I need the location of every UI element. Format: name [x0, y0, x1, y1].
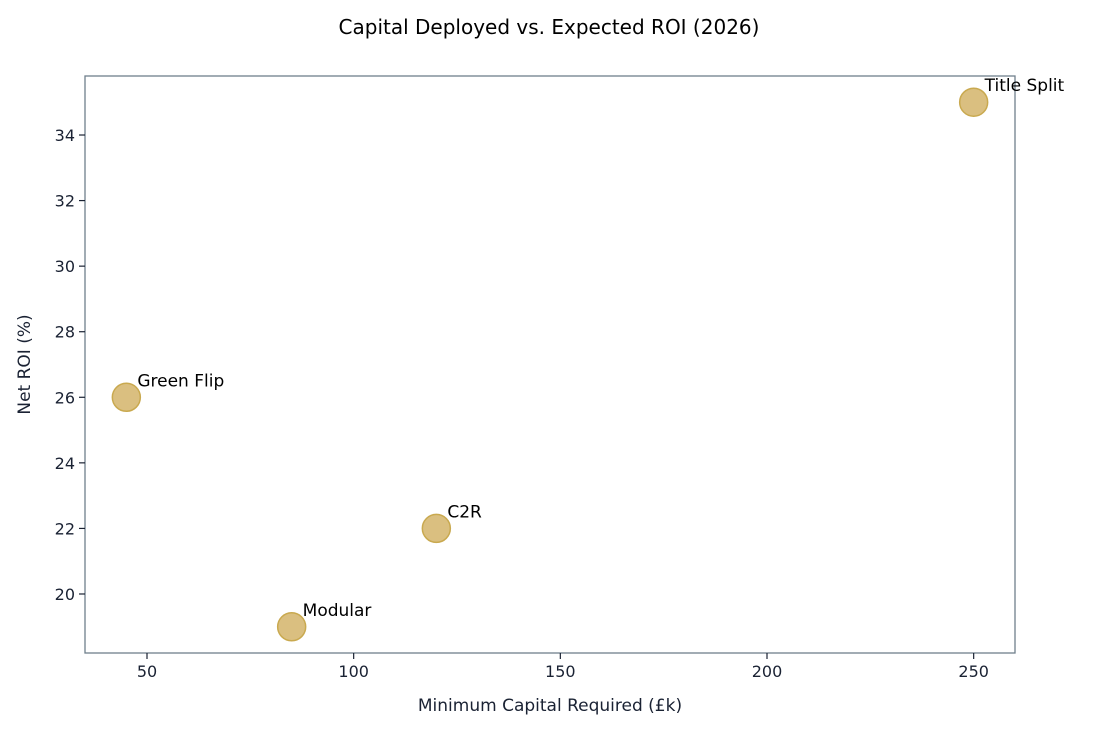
x-tick-label: 150: [545, 662, 576, 681]
x-tick-label: 100: [338, 662, 369, 681]
x-axis: 50 100 150 200 250: [137, 653, 989, 681]
y-axis: 20 22 24 26 28 30 32 34: [55, 126, 85, 604]
y-tick-label: 30: [55, 257, 75, 276]
x-tick-label: 250: [958, 662, 989, 681]
x-tick-label: 50: [137, 662, 157, 681]
data-point-marker: [421, 513, 452, 544]
plot-frame: [84, 75, 1016, 654]
y-axis-label: Net ROI (%): [15, 314, 35, 414]
data-point-marker: [111, 382, 142, 413]
data-point-marker: [958, 87, 989, 117]
y-tick-label: 32: [55, 192, 75, 211]
data-point-label: Modular: [303, 601, 372, 621]
x-axis-label: Minimum Capital Required (£k): [418, 696, 682, 716]
data-point-marker: [276, 612, 307, 642]
y-tick-label: 22: [55, 519, 75, 538]
data-points: Green Flip Modular C2R Title Split: [111, 76, 1065, 642]
data-point-label: C2R: [447, 502, 482, 522]
chart-title: Capital Deployed vs. Expected ROI (2026): [339, 15, 760, 39]
data-point-label: Title Split: [984, 76, 1065, 96]
y-tick-label: 34: [55, 126, 75, 145]
data-point-label: Green Flip: [137, 371, 224, 391]
x-tick-label: 200: [752, 662, 783, 681]
y-tick-label: 24: [55, 454, 75, 473]
y-tick-label: 26: [55, 388, 75, 407]
y-tick-label: 28: [55, 323, 75, 342]
y-tick-label: 20: [55, 585, 75, 604]
